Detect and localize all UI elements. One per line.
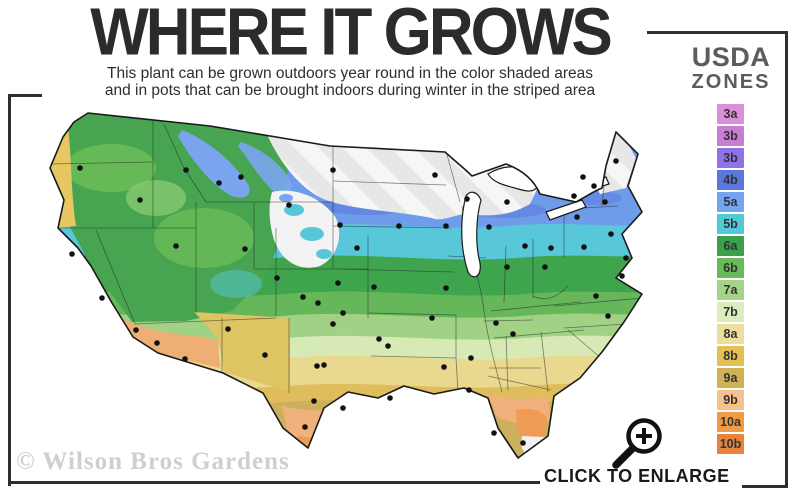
click-to-enlarge-label[interactable]: CLICK TO ENLARGE	[544, 466, 730, 486]
page-title: WHERE IT GROWS	[90, 0, 612, 70]
zone-chip-5a: 5a	[717, 192, 744, 212]
frame-right	[785, 31, 788, 488]
frame-bottom-left	[8, 481, 540, 484]
zone-chip-6b: 6b	[717, 258, 744, 278]
legend-zones: 3a 3b 3b 4b 5a 5b 6a 6b 7a 7b 8a 8b 9a 9b 10a 10b	[717, 104, 744, 456]
subtitle: This plant can be grown outdoors year ro…	[40, 65, 660, 99]
legend-title-usda: USDA	[691, 42, 771, 72]
legend-title-zones: ZONES	[691, 71, 771, 93]
zone-chip-8a: 8a	[717, 324, 744, 344]
city-dots	[69, 158, 629, 446]
frame-left	[8, 94, 11, 486]
zone-chip-6a: 6a	[717, 236, 744, 256]
watermark: © Wilson Bros Gardens	[16, 448, 290, 475]
zone-chip-5b: 5b	[717, 214, 744, 234]
zone-chip-9a: 9a	[717, 368, 744, 388]
subtitle-line-2: and in pots that can be brought indoors …	[104, 81, 596, 99]
zone-shading	[50, 113, 642, 458]
zone-chip-3b: 3b	[717, 148, 744, 168]
zone-chip-7a: 7a	[717, 280, 744, 300]
zone-chip-7b: 7b	[717, 302, 744, 322]
us-outline	[49, 112, 643, 459]
frame-top-left-stub	[8, 94, 42, 97]
legend-title: USDA ZONES	[688, 42, 774, 94]
zone-chip-10a: 10a	[717, 412, 744, 432]
state-borders	[50, 120, 642, 393]
frame-bottom-right-stub	[742, 485, 788, 488]
zone-chip-9b: 9b	[717, 390, 744, 410]
zone-chip-8b: 8b	[717, 346, 744, 366]
usda-zone-map[interactable]	[36, 106, 656, 468]
zone-chip-3b: 3b	[717, 126, 744, 146]
zone-chip-10b: 10b	[717, 434, 744, 454]
subtitle-line-1: This plant can be grown outdoors year ro…	[107, 65, 593, 82]
frame-top-right	[647, 31, 788, 34]
zoom-in-magnifier-icon[interactable]	[606, 412, 670, 474]
zone-chip-4b: 4b	[717, 170, 744, 190]
zone-chip-3a: 3a	[717, 104, 744, 124]
